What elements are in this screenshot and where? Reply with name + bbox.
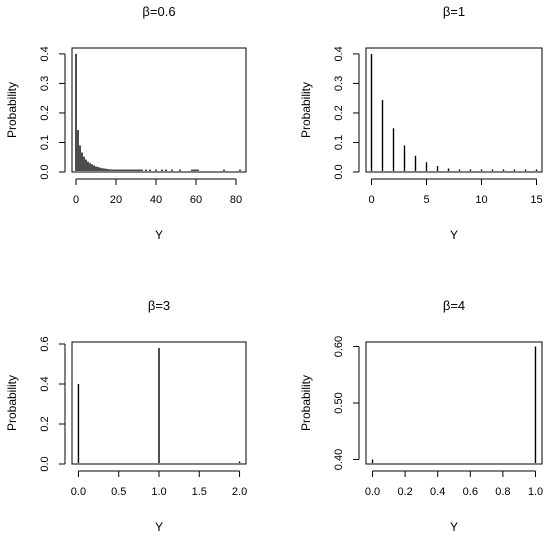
chart-title: β=1: [443, 4, 465, 19]
x-tick-label: 2.0: [232, 486, 247, 498]
x-tick-label: 0.2: [397, 486, 412, 498]
chart-title: β=3: [148, 298, 170, 313]
y-tick-label: 0.4: [39, 376, 51, 391]
y-tick-label: 0.0: [39, 164, 51, 179]
x-tick-label: 15: [530, 194, 542, 206]
y-tick-label: 0.2: [39, 105, 51, 120]
y-tick-label: 0.60: [333, 336, 345, 357]
x-tick-label: 60: [190, 194, 202, 206]
x-tick-label: 0.0: [71, 486, 86, 498]
x-tick-label: 0.4: [430, 486, 445, 498]
x-tick-label: 0.0: [365, 486, 380, 498]
x-tick-label: 0.6: [463, 486, 478, 498]
x-tick-label: 1.5: [192, 486, 207, 498]
x-tick-label: 0: [73, 194, 79, 206]
x-axis-label: Y: [450, 520, 458, 534]
plot-frame: [71, 47, 247, 173]
x-axis-label: Y: [450, 228, 458, 242]
plot-frame: [365, 47, 543, 173]
plot-frame: [71, 341, 247, 465]
y-axis-label: Probability: [299, 82, 313, 138]
y-tick-label: 0.1: [39, 135, 51, 150]
y-tick-label: 0.3: [39, 76, 51, 91]
y-tick-label: 0.1: [333, 135, 345, 150]
y-axis-label: Probability: [299, 375, 313, 431]
y-tick-label: 0.3: [333, 76, 345, 91]
x-tick-label: 5: [423, 194, 429, 206]
x-tick-label: 1.0: [528, 486, 543, 498]
y-tick-label: 0.0: [39, 456, 51, 471]
y-tick-label: 0.40: [333, 449, 345, 470]
x-tick-label: 40: [150, 194, 162, 206]
x-tick-label: 0.5: [111, 486, 126, 498]
y-axis-label: Probability: [5, 375, 19, 431]
x-tick-label: 0: [368, 194, 374, 206]
x-axis-label: Y: [155, 520, 163, 534]
y-tick-label: 0.2: [333, 105, 345, 120]
y-tick-label: 0.4: [333, 46, 345, 61]
x-axis-label: Y: [155, 228, 163, 242]
y-tick-label: 0.4: [39, 46, 51, 61]
x-tick-label: 20: [110, 194, 122, 206]
y-tick-label: 0.2: [39, 416, 51, 431]
y-tick-label: 0.50: [333, 392, 345, 413]
y-axis-label: Probability: [5, 82, 19, 138]
x-tick-label: 0.8: [495, 486, 510, 498]
y-tick-label: 0.6: [39, 336, 51, 351]
chart-title: β=0.6: [142, 4, 175, 19]
y-tick-label: 0.0: [333, 164, 345, 179]
plot-frame: [365, 341, 543, 465]
x-tick-label: 80: [230, 194, 242, 206]
x-tick-label: 10: [475, 194, 487, 206]
x-tick-label: 1.0: [151, 486, 166, 498]
chart-title: β=4: [443, 298, 465, 313]
